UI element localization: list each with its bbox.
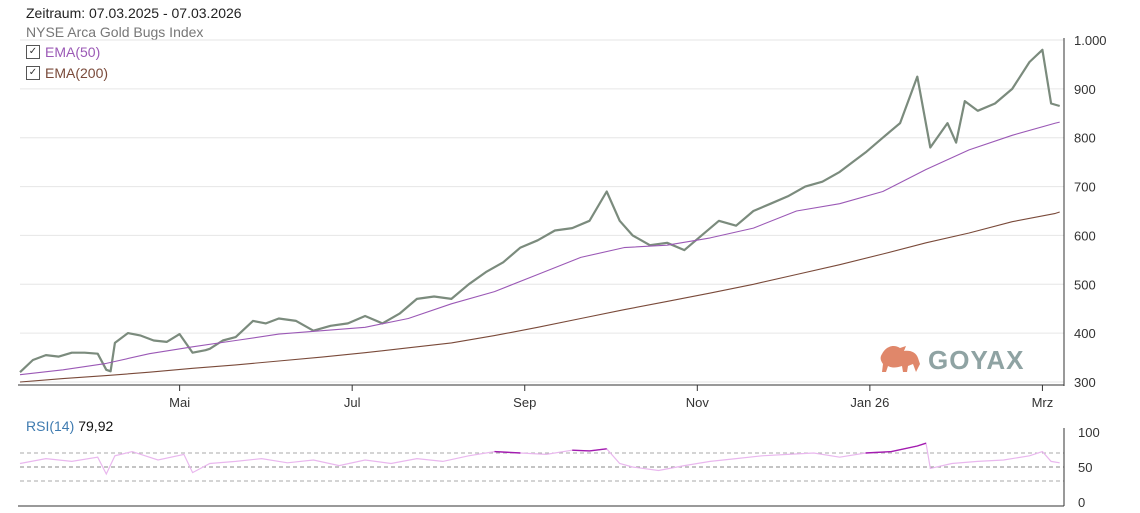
- index-name: NYSE Arca Gold Bugs Index: [26, 24, 204, 40]
- main-y-tick-label: 300: [1074, 375, 1096, 390]
- rsi-header: RSI(14) 79,92: [26, 416, 113, 436]
- period-label: Zeitraum: 07.03.2025 - 07.03.2026: [26, 5, 242, 21]
- rsi-overbought-segment: [572, 448, 607, 452]
- rsi-y-axis: 0 50 100: [18, 425, 1100, 510]
- main-series-group: [19, 48, 1061, 383]
- main-x-tick-label: Sep: [513, 395, 536, 410]
- main-y-tick-label: 700: [1074, 180, 1096, 195]
- logo-text: GOYAX: [928, 345, 1025, 375]
- rsi-overbought-segment: [865, 442, 927, 454]
- ema200-line: [19, 211, 1060, 383]
- main-x-tick-label: Mrz: [1032, 395, 1054, 410]
- main-y-tick-label: 900: [1074, 82, 1096, 97]
- main-x-tick-label: Jul: [344, 395, 361, 410]
- main-y-axis: 300 400 500 600 700 800 900 1.000: [18, 33, 1107, 390]
- legend-ema50-toggle[interactable]: ✓ EMA(50): [26, 43, 100, 61]
- bull-icon: [880, 346, 920, 372]
- main-y-tick-label: 1.000: [1074, 33, 1107, 48]
- rsi-y-tick-label: 100: [1078, 425, 1100, 440]
- main-x-tick-label: Nov: [686, 395, 710, 410]
- main-y-tick-label: 600: [1074, 228, 1096, 243]
- ema50-line: [19, 121, 1060, 376]
- main-x-tick-label: Mai: [169, 395, 190, 410]
- main-y-tick-label: 500: [1074, 277, 1096, 292]
- rsi-line: [19, 442, 1060, 476]
- rsi-title: RSI(14): [26, 418, 75, 434]
- checkbox-checked-icon[interactable]: ✓: [26, 66, 40, 80]
- goyax-logo: GOYAX: [880, 345, 1025, 375]
- price-line: [19, 48, 1061, 373]
- main-y-tick-label: 800: [1074, 131, 1096, 146]
- rsi-series-group: [19, 442, 1060, 476]
- legend-ema200-label: EMA(200): [45, 65, 109, 81]
- rsi-y-tick-label: 50: [1078, 460, 1092, 475]
- rsi-y-tick-label: 0: [1078, 495, 1085, 510]
- main-x-tick-label: Jan 26: [850, 395, 889, 410]
- main-gridlines: [20, 39, 1064, 383]
- main-x-axis: Mai Jul Sep Nov Jan 26 Mrz: [169, 385, 1053, 410]
- rsi-overbought-segment: [494, 450, 521, 454]
- checkbox-checked-icon[interactable]: ✓: [26, 45, 40, 59]
- legend-ema50-label: EMA(50): [45, 44, 101, 60]
- main-y-tick-label: 400: [1074, 326, 1096, 341]
- legend-ema200-toggle[interactable]: ✓ EMA(200): [26, 64, 108, 82]
- rsi-gridlines: [20, 452, 1064, 482]
- rsi-current-value: 79,92: [78, 418, 114, 434]
